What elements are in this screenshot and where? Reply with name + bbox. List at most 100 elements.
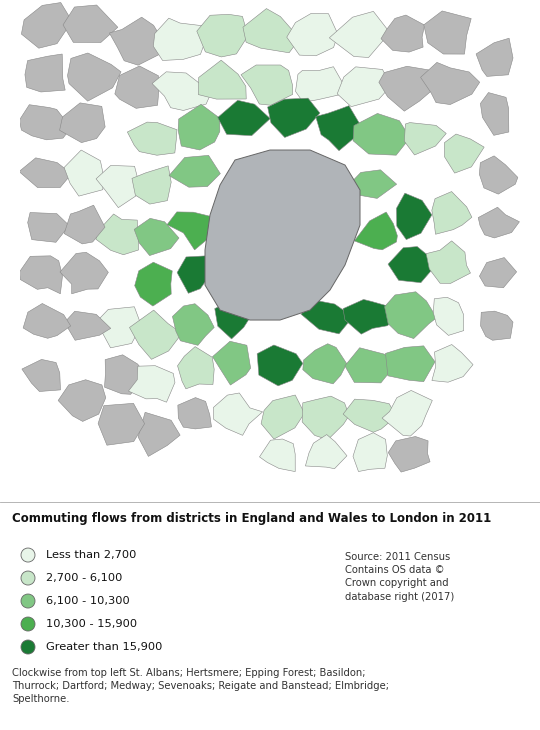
Polygon shape [343, 299, 397, 334]
Text: Source: 2011 Census
Contains OS data ©
Crown copyright and
database right (2017): Source: 2011 Census Contains OS data © C… [345, 552, 454, 602]
Text: Less than 2,700: Less than 2,700 [46, 550, 137, 560]
Polygon shape [353, 113, 410, 155]
Polygon shape [478, 207, 519, 238]
Polygon shape [198, 60, 246, 99]
Polygon shape [261, 395, 305, 439]
Polygon shape [243, 9, 300, 53]
Polygon shape [58, 380, 106, 421]
Polygon shape [347, 170, 397, 199]
Polygon shape [64, 205, 105, 244]
Circle shape [21, 548, 35, 562]
Text: Greater than 15,900: Greater than 15,900 [46, 642, 163, 652]
Circle shape [21, 571, 35, 585]
Polygon shape [432, 345, 473, 383]
Text: 6,100 - 10,300: 6,100 - 10,300 [46, 596, 130, 606]
Polygon shape [388, 247, 437, 283]
Polygon shape [25, 54, 65, 92]
Polygon shape [105, 355, 146, 394]
Polygon shape [178, 347, 214, 389]
Polygon shape [303, 344, 347, 384]
Polygon shape [153, 18, 205, 61]
Polygon shape [97, 307, 141, 347]
Polygon shape [98, 404, 145, 445]
Polygon shape [426, 241, 470, 283]
Polygon shape [28, 212, 69, 242]
Text: 10,300 - 15,900: 10,300 - 15,900 [46, 619, 137, 629]
Polygon shape [65, 311, 111, 340]
Polygon shape [241, 65, 293, 105]
Polygon shape [205, 150, 360, 320]
Polygon shape [213, 393, 262, 435]
Polygon shape [295, 66, 342, 102]
Polygon shape [19, 104, 71, 140]
Polygon shape [432, 191, 472, 234]
Polygon shape [388, 437, 430, 472]
Polygon shape [386, 346, 435, 382]
Polygon shape [268, 98, 320, 137]
Polygon shape [178, 398, 212, 429]
Polygon shape [381, 15, 424, 52]
Polygon shape [130, 310, 182, 359]
Polygon shape [343, 399, 396, 432]
Polygon shape [132, 166, 171, 204]
Polygon shape [481, 93, 509, 135]
Polygon shape [96, 214, 139, 255]
Polygon shape [19, 158, 72, 188]
Polygon shape [110, 18, 165, 65]
Polygon shape [476, 38, 513, 77]
Polygon shape [63, 5, 118, 42]
Text: 2,700 - 6,100: 2,700 - 6,100 [46, 573, 123, 583]
Text: Commuting flows from districts in England and Wales to London in 2011: Commuting flows from districts in Englan… [12, 512, 491, 525]
Polygon shape [329, 12, 390, 58]
Circle shape [21, 617, 35, 631]
Polygon shape [301, 301, 353, 334]
Polygon shape [134, 262, 172, 306]
Polygon shape [129, 366, 175, 402]
Polygon shape [218, 100, 270, 136]
Polygon shape [353, 433, 387, 472]
Polygon shape [127, 122, 177, 155]
Polygon shape [178, 104, 220, 150]
Polygon shape [345, 347, 397, 383]
Polygon shape [354, 212, 397, 250]
Polygon shape [480, 258, 517, 288]
Polygon shape [197, 15, 248, 57]
Polygon shape [115, 66, 159, 108]
Polygon shape [287, 13, 338, 55]
Polygon shape [213, 341, 251, 385]
Polygon shape [96, 166, 140, 207]
Polygon shape [421, 62, 480, 104]
Polygon shape [59, 103, 105, 142]
Polygon shape [302, 396, 349, 439]
Polygon shape [19, 255, 63, 293]
Polygon shape [306, 434, 347, 469]
Polygon shape [152, 72, 211, 110]
Polygon shape [404, 123, 446, 155]
Polygon shape [134, 218, 179, 255]
Polygon shape [379, 66, 435, 111]
Polygon shape [257, 345, 303, 386]
Polygon shape [481, 311, 513, 340]
Polygon shape [260, 439, 295, 472]
Polygon shape [167, 212, 214, 250]
Polygon shape [215, 300, 253, 339]
Polygon shape [23, 304, 71, 338]
Polygon shape [316, 106, 361, 150]
Polygon shape [396, 193, 432, 239]
Polygon shape [337, 67, 391, 107]
Polygon shape [138, 412, 180, 456]
Polygon shape [60, 253, 109, 293]
Polygon shape [177, 255, 210, 293]
Polygon shape [444, 134, 484, 173]
Polygon shape [64, 150, 104, 196]
Polygon shape [172, 304, 214, 345]
Polygon shape [384, 292, 436, 339]
Polygon shape [22, 2, 72, 48]
Polygon shape [68, 53, 121, 101]
Polygon shape [382, 391, 433, 436]
Polygon shape [424, 11, 471, 54]
Polygon shape [22, 359, 60, 391]
Polygon shape [480, 156, 518, 194]
Polygon shape [169, 155, 220, 187]
Circle shape [21, 640, 35, 654]
